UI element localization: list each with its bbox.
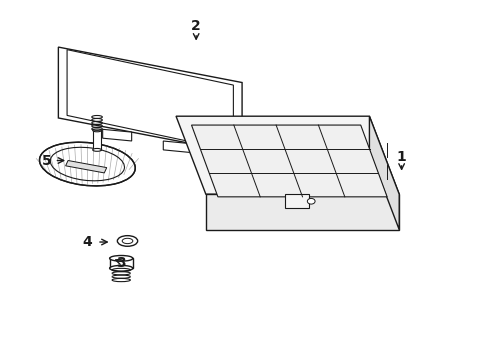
Polygon shape [102,129,131,141]
Text: 4: 4 [82,235,92,249]
Ellipse shape [109,256,133,261]
Ellipse shape [93,129,101,132]
Polygon shape [191,125,386,197]
Polygon shape [65,161,106,173]
Ellipse shape [122,238,133,244]
Text: 5: 5 [41,153,51,167]
Polygon shape [67,50,233,151]
Polygon shape [284,194,308,208]
Ellipse shape [40,142,135,186]
Polygon shape [368,116,398,230]
Polygon shape [58,47,242,153]
Ellipse shape [93,148,101,151]
Polygon shape [109,258,133,268]
Circle shape [307,198,314,204]
Polygon shape [205,194,398,230]
Ellipse shape [117,236,138,246]
Text: 2: 2 [191,19,201,33]
Polygon shape [176,116,398,194]
Ellipse shape [109,265,133,271]
Polygon shape [163,141,192,153]
Text: 3: 3 [116,256,126,270]
FancyBboxPatch shape [93,130,101,150]
Text: 1: 1 [396,150,406,164]
